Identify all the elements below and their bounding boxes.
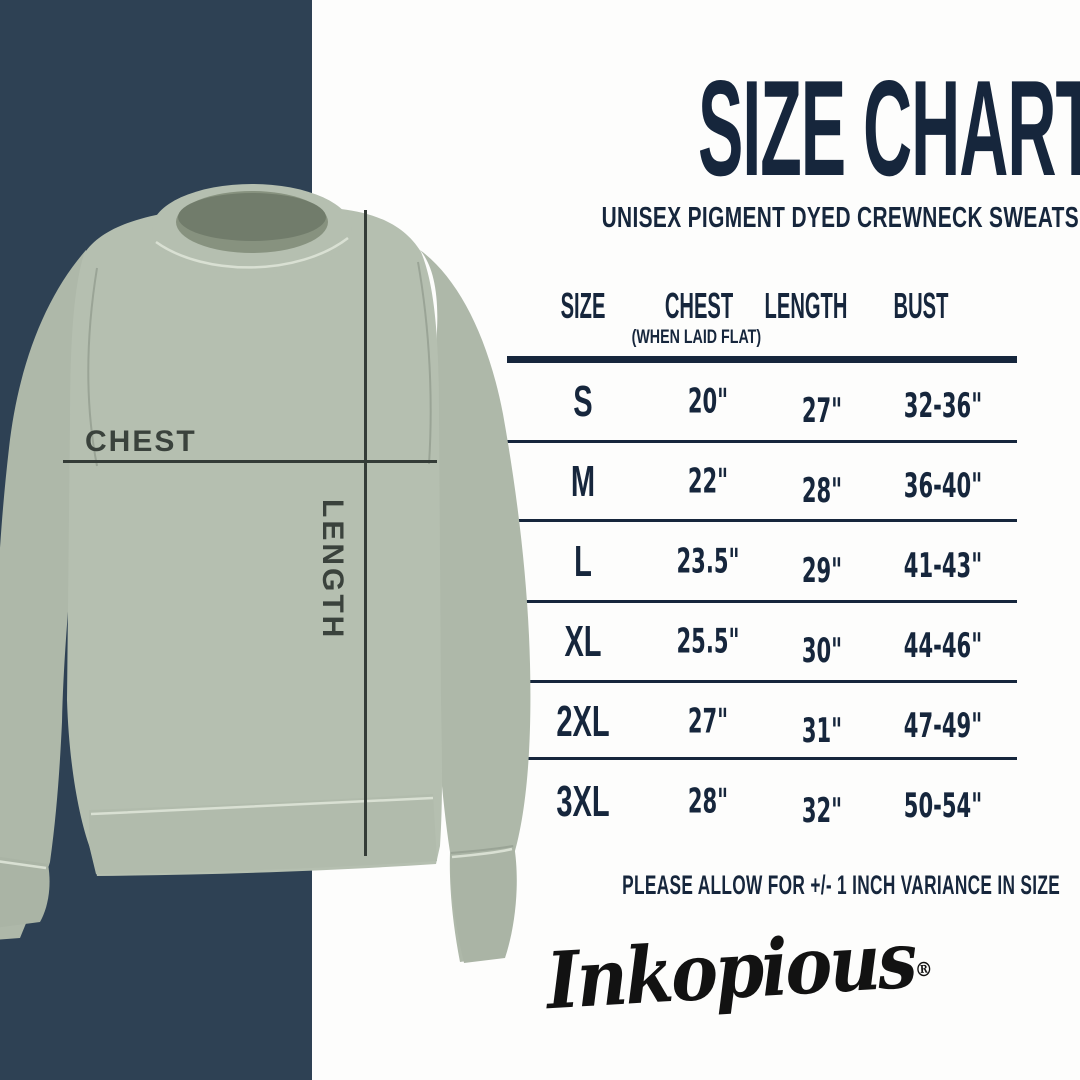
brand-logo-text: Inkopious® [545, 914, 934, 1028]
cell-chest: 23.5" [676, 541, 740, 582]
variance-note: PLEASE ALLOW FOR +/- 1 INCH VARIANCE IN … [622, 870, 1061, 900]
length-measure-label: LENGTH [316, 499, 349, 641]
cell-bust: 47-49" [903, 706, 983, 746]
cell-size: 3XL [556, 777, 610, 826]
page-title-text: SIZE CHART [698, 52, 1080, 204]
table-row: XL 25.5" 30" 44-46" [506, 602, 1017, 682]
size-table-body: S 20" 27" 32-36" M 22" 28" 36-40" L 23.5… [506, 362, 1017, 842]
cell-length: 29" [801, 551, 843, 591]
cell-size: 2XL [556, 697, 610, 746]
cell-bust: 36-40" [903, 466, 983, 506]
table-row-rule [507, 757, 1017, 760]
table-row: S 20" 27" 32-36" [506, 362, 1017, 442]
cell-length: 31" [801, 711, 843, 751]
cell-chest: 22" [687, 461, 729, 502]
table-row-rule [507, 680, 1017, 683]
table-row: M 22" 28" 36-40" [506, 442, 1017, 522]
page-title: SIZE CHART [499, 60, 1080, 196]
cell-length: 30" [801, 631, 843, 671]
cell-bust: 50-54" [903, 786, 983, 826]
table-row-rule [507, 519, 1017, 522]
registered-mark-icon: ® [914, 956, 934, 982]
navy-accent-band [0, 0, 312, 1080]
table-header-rule [507, 356, 1017, 363]
cell-size: S [573, 377, 593, 426]
table-row-rule [507, 600, 1017, 603]
column-header-chest: CHEST [664, 285, 734, 326]
cell-bust: 41-43" [903, 546, 983, 586]
column-header-length: LENGTH [764, 285, 848, 326]
table-row-rule [507, 440, 1017, 443]
cell-chest: 25.5" [676, 621, 740, 662]
cell-length: 28" [801, 471, 843, 511]
size-table-header: SIZE CHEST LENGTH BUST [506, 288, 1017, 330]
cell-size: XL [564, 617, 602, 666]
length-measure-line [364, 210, 367, 856]
cell-size: L [574, 537, 592, 586]
column-header-size: SIZE [560, 285, 606, 326]
chest-subnote: (WHEN LAID FLAT) [631, 327, 761, 348]
cell-length: 27" [801, 391, 843, 431]
chest-measure-label: CHEST [85, 425, 197, 458]
chest-measure-line [63, 460, 437, 463]
column-header-bust: BUST [893, 285, 949, 326]
table-row: L 23.5" 29" 41-43" [506, 522, 1017, 602]
cell-chest: 20" [687, 381, 729, 422]
brand-logo: Inkopious® [499, 915, 981, 1027]
cell-size: M [570, 457, 596, 506]
cell-chest: 27" [687, 701, 729, 742]
product-subtitle: UNISEX PIGMENT DYED CREWNECK SWEATSHIRT [601, 202, 1080, 234]
cell-chest: 28" [687, 781, 729, 822]
table-row: 2XL 27" 31" 47-49" [506, 682, 1017, 762]
cell-bust: 44-46" [903, 626, 983, 666]
cell-bust: 32-36" [903, 386, 983, 426]
table-row: 3XL 28" 32" 50-54" [506, 762, 1017, 842]
cell-length: 32" [801, 791, 843, 831]
